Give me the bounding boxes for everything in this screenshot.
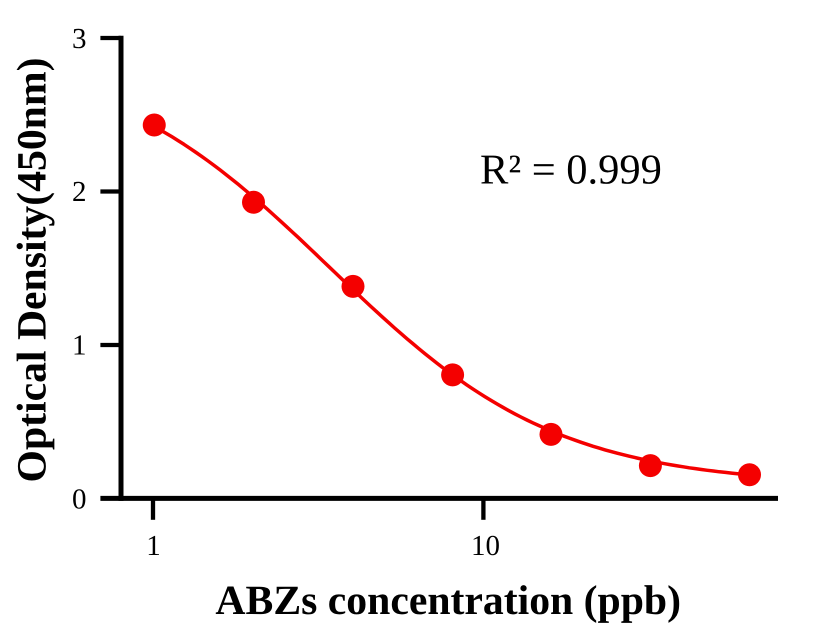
svg-text:R² = 0.999: R² = 0.999 [480, 147, 662, 194]
svg-text:3: 3 [72, 23, 87, 55]
svg-text:ABZs concentration (ppb): ABZs concentration (ppb) [215, 578, 681, 624]
svg-text:2: 2 [72, 176, 87, 208]
svg-text:Optical Density(450nm): Optical Density(450nm) [10, 58, 56, 483]
svg-text:0: 0 [72, 484, 87, 516]
svg-text:1: 1 [146, 530, 161, 562]
svg-text:10: 10 [471, 530, 500, 562]
svg-text:1: 1 [72, 330, 87, 362]
